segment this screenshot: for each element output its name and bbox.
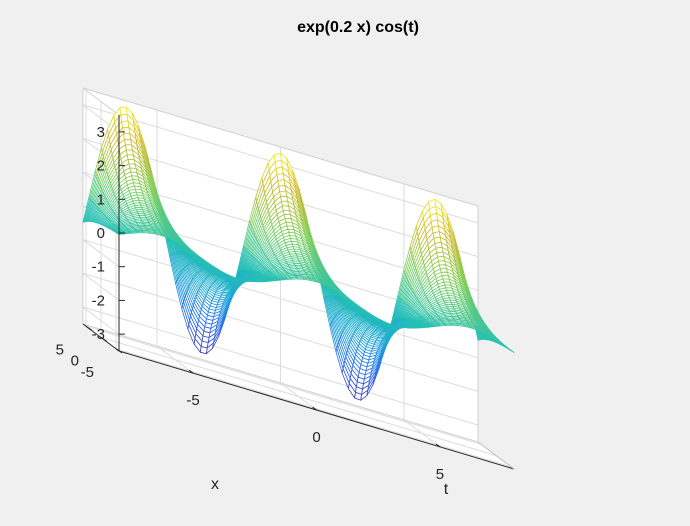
z-tick-label: -3 bbox=[92, 326, 105, 343]
box-edge bbox=[82, 87, 120, 116]
z-tick-label: 3 bbox=[97, 124, 105, 141]
x-tick-mark bbox=[115, 348, 123, 354]
axes-front-edges bbox=[82, 115, 515, 470]
t-tick-label: 0 bbox=[312, 429, 320, 446]
chart-title: exp(0.2 x) cos(t) bbox=[297, 19, 419, 36]
z-tick-label: 0 bbox=[97, 225, 105, 242]
mesh-surface bbox=[82, 106, 515, 401]
z-tick-label: -1 bbox=[92, 259, 105, 276]
mesh-cell bbox=[506, 346, 515, 353]
x-tick-label: 0 bbox=[71, 353, 79, 370]
x-tick-mark bbox=[100, 337, 108, 342]
x-tick-mark bbox=[85, 325, 93, 331]
y-axis-label: x bbox=[211, 476, 219, 493]
grid-line bbox=[82, 306, 120, 335]
grid-line bbox=[100, 337, 497, 456]
t-tick-label: -5 bbox=[186, 392, 199, 409]
z-tick-label: 2 bbox=[97, 158, 105, 175]
z-tick-label: -2 bbox=[92, 292, 105, 309]
x-axis-line-right bbox=[477, 441, 515, 470]
grid-line bbox=[82, 272, 120, 301]
x-tick-label: 5 bbox=[56, 341, 64, 358]
box-edge bbox=[82, 87, 479, 207]
grid-line bbox=[85, 325, 482, 445]
grid-line bbox=[82, 306, 479, 426]
z-tick-label: 1 bbox=[97, 191, 105, 208]
box-edge bbox=[82, 323, 479, 443]
t-tick-label: 5 bbox=[436, 466, 444, 483]
t-tick-mark bbox=[435, 443, 441, 448]
grid-line bbox=[82, 272, 479, 392]
grid-line bbox=[82, 239, 120, 268]
grid-line bbox=[82, 239, 479, 359]
t-tick-mark bbox=[312, 406, 317, 411]
t-tick-mark bbox=[188, 369, 194, 374]
x-tick-label: -5 bbox=[81, 364, 94, 381]
x-axis-label: t bbox=[444, 481, 449, 498]
